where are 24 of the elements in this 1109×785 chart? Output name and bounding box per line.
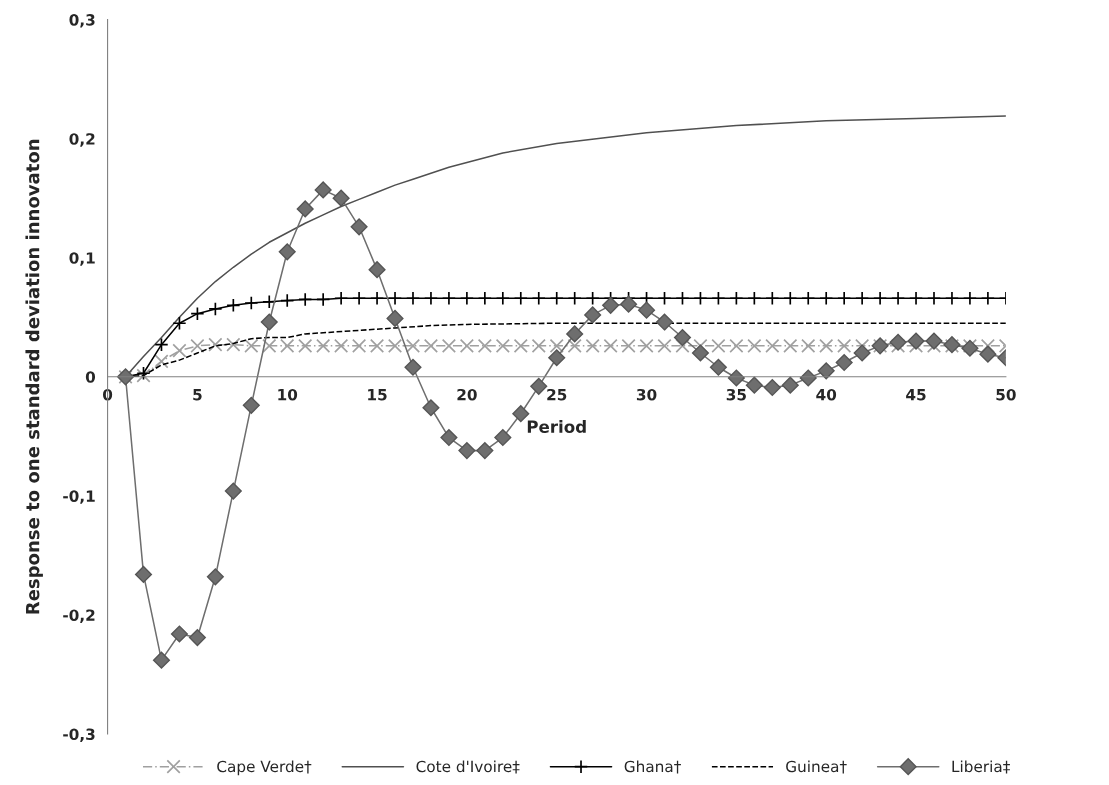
legend-label: Ghana† xyxy=(624,760,681,774)
x-tick-label: 50 xyxy=(996,388,1016,401)
x-tick-label: 45 xyxy=(906,389,926,401)
y-tick-label: -0,1 xyxy=(63,490,95,504)
x-axis-title: Period xyxy=(527,420,586,433)
y-tick-label: -0,2 xyxy=(63,609,95,623)
x-tick-label: 30 xyxy=(636,388,657,401)
legend-label: Cote d'Ivoire‡ xyxy=(416,760,520,774)
x-tick-label: 20 xyxy=(457,388,477,401)
y-tick-label: 0 xyxy=(85,371,96,383)
x-tick-label: 10 xyxy=(278,388,298,401)
legend-label: Cape Verde† xyxy=(217,760,312,776)
legend-label: Liberia‡ xyxy=(952,760,1010,774)
y-tick-label: 0,1 xyxy=(69,252,95,266)
x-tick-label: 15 xyxy=(368,389,387,401)
x-tick-label: 40 xyxy=(816,388,837,401)
x-tick-label: 5 xyxy=(193,389,202,401)
x-tick-label: 25 xyxy=(547,388,567,401)
x-tick-label: 35 xyxy=(726,388,746,401)
y-axis-title: Response to one standard deviation innovaton xyxy=(25,139,43,614)
y-tick-label: -0,3 xyxy=(63,728,95,742)
y-tick-label: 0,3 xyxy=(69,14,95,28)
legend-label: Guinea† xyxy=(786,760,847,774)
y-tick-label: 0,2 xyxy=(69,133,95,147)
